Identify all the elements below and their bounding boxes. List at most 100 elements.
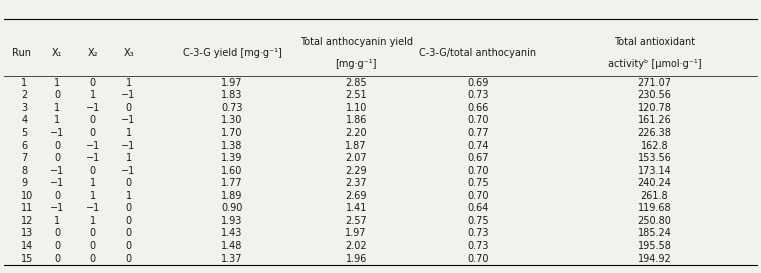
Text: −1: −1 <box>50 166 64 176</box>
Text: 0: 0 <box>126 178 132 188</box>
Text: 0.75: 0.75 <box>467 216 489 226</box>
Text: 13: 13 <box>21 229 33 238</box>
Text: 3: 3 <box>21 103 27 113</box>
Text: 185.24: 185.24 <box>638 229 671 238</box>
Text: 194.92: 194.92 <box>638 254 671 263</box>
Text: 120.78: 120.78 <box>638 103 671 113</box>
Text: 0.70: 0.70 <box>467 115 489 125</box>
Text: 0: 0 <box>90 78 96 88</box>
Text: 153.56: 153.56 <box>638 153 671 163</box>
Text: −1: −1 <box>86 203 100 213</box>
Text: 0: 0 <box>90 166 96 176</box>
Text: 1.43: 1.43 <box>221 229 243 238</box>
Text: 2.02: 2.02 <box>345 241 367 251</box>
Text: 9: 9 <box>21 178 27 188</box>
Text: X₂: X₂ <box>88 48 98 58</box>
Text: 1.10: 1.10 <box>345 103 367 113</box>
Text: 1: 1 <box>126 128 132 138</box>
Text: 0: 0 <box>54 241 60 251</box>
Text: 0: 0 <box>126 229 132 238</box>
Text: 0: 0 <box>90 229 96 238</box>
Text: −1: −1 <box>122 90 135 100</box>
Text: 0: 0 <box>54 153 60 163</box>
Text: Run: Run <box>12 48 30 58</box>
Text: 1.41: 1.41 <box>345 203 367 213</box>
Text: 6: 6 <box>21 141 27 150</box>
Text: 0: 0 <box>126 241 132 251</box>
Text: 1: 1 <box>90 191 96 201</box>
Text: 12: 12 <box>21 216 33 226</box>
Text: 2.51: 2.51 <box>345 90 367 100</box>
Text: −1: −1 <box>50 178 64 188</box>
Text: 0: 0 <box>126 216 132 226</box>
Text: 1.96: 1.96 <box>345 254 367 263</box>
Text: 250.80: 250.80 <box>638 216 671 226</box>
Text: 0.73: 0.73 <box>467 90 489 100</box>
Text: 261.8: 261.8 <box>641 191 668 201</box>
Text: 0: 0 <box>90 128 96 138</box>
Text: 0.77: 0.77 <box>467 128 489 138</box>
Text: [mg·g⁻¹]: [mg·g⁻¹] <box>336 59 377 69</box>
Text: 162.8: 162.8 <box>641 141 668 150</box>
Text: 0: 0 <box>54 141 60 150</box>
Text: 1: 1 <box>126 78 132 88</box>
Text: 2.29: 2.29 <box>345 166 367 176</box>
Text: 5: 5 <box>21 128 27 138</box>
Text: 8: 8 <box>21 166 27 176</box>
Text: 195.58: 195.58 <box>638 241 671 251</box>
Text: 0: 0 <box>54 254 60 263</box>
Text: 0: 0 <box>54 191 60 201</box>
Text: 1.89: 1.89 <box>221 191 243 201</box>
Text: 240.24: 240.24 <box>638 178 671 188</box>
Text: 1.83: 1.83 <box>221 90 243 100</box>
Text: 0: 0 <box>126 103 132 113</box>
Text: 1: 1 <box>126 191 132 201</box>
Text: 1.30: 1.30 <box>221 115 243 125</box>
Text: 2.85: 2.85 <box>345 78 367 88</box>
Text: 0.69: 0.69 <box>467 78 489 88</box>
Text: 0: 0 <box>90 254 96 263</box>
Text: 0.67: 0.67 <box>467 153 489 163</box>
Text: 1: 1 <box>21 78 27 88</box>
Text: 1: 1 <box>54 115 60 125</box>
Text: 2: 2 <box>21 90 27 100</box>
Text: −1: −1 <box>86 141 100 150</box>
Text: 1.48: 1.48 <box>221 241 243 251</box>
Text: 1.38: 1.38 <box>221 141 243 150</box>
Text: −1: −1 <box>50 128 64 138</box>
Text: 7: 7 <box>21 153 27 163</box>
Text: 161.26: 161.26 <box>638 115 671 125</box>
Text: 14: 14 <box>21 241 33 251</box>
Text: 0: 0 <box>54 229 60 238</box>
Text: 15: 15 <box>21 254 33 263</box>
Text: −1: −1 <box>122 141 135 150</box>
Text: 0.70: 0.70 <box>467 191 489 201</box>
Text: 1.60: 1.60 <box>221 166 243 176</box>
Text: 230.56: 230.56 <box>638 90 671 100</box>
Text: 0.64: 0.64 <box>467 203 489 213</box>
Text: 1.97: 1.97 <box>221 78 243 88</box>
Text: 173.14: 173.14 <box>638 166 671 176</box>
Text: 1: 1 <box>126 153 132 163</box>
Text: 0.74: 0.74 <box>467 141 489 150</box>
Text: −1: −1 <box>86 153 100 163</box>
Text: 2.69: 2.69 <box>345 191 367 201</box>
Text: C-3-G yield [mg·g⁻¹]: C-3-G yield [mg·g⁻¹] <box>183 48 282 58</box>
Text: 10: 10 <box>21 191 33 201</box>
Text: 0.73: 0.73 <box>467 241 489 251</box>
Text: 2.20: 2.20 <box>345 128 367 138</box>
Text: 4: 4 <box>21 115 27 125</box>
Text: 2.37: 2.37 <box>345 178 367 188</box>
Text: 0: 0 <box>54 90 60 100</box>
Text: 271.07: 271.07 <box>638 78 671 88</box>
Text: 0.66: 0.66 <box>467 103 489 113</box>
Text: X₃: X₃ <box>123 48 134 58</box>
Text: 2.07: 2.07 <box>345 153 367 163</box>
Text: 0: 0 <box>126 254 132 263</box>
Text: 1.77: 1.77 <box>221 178 243 188</box>
Text: 1.87: 1.87 <box>345 141 367 150</box>
Text: 2.57: 2.57 <box>345 216 367 226</box>
Text: 0.90: 0.90 <box>221 203 243 213</box>
Text: activityᵇ [μmol·g⁻¹]: activityᵇ [μmol·g⁻¹] <box>607 59 702 69</box>
Text: 0: 0 <box>90 115 96 125</box>
